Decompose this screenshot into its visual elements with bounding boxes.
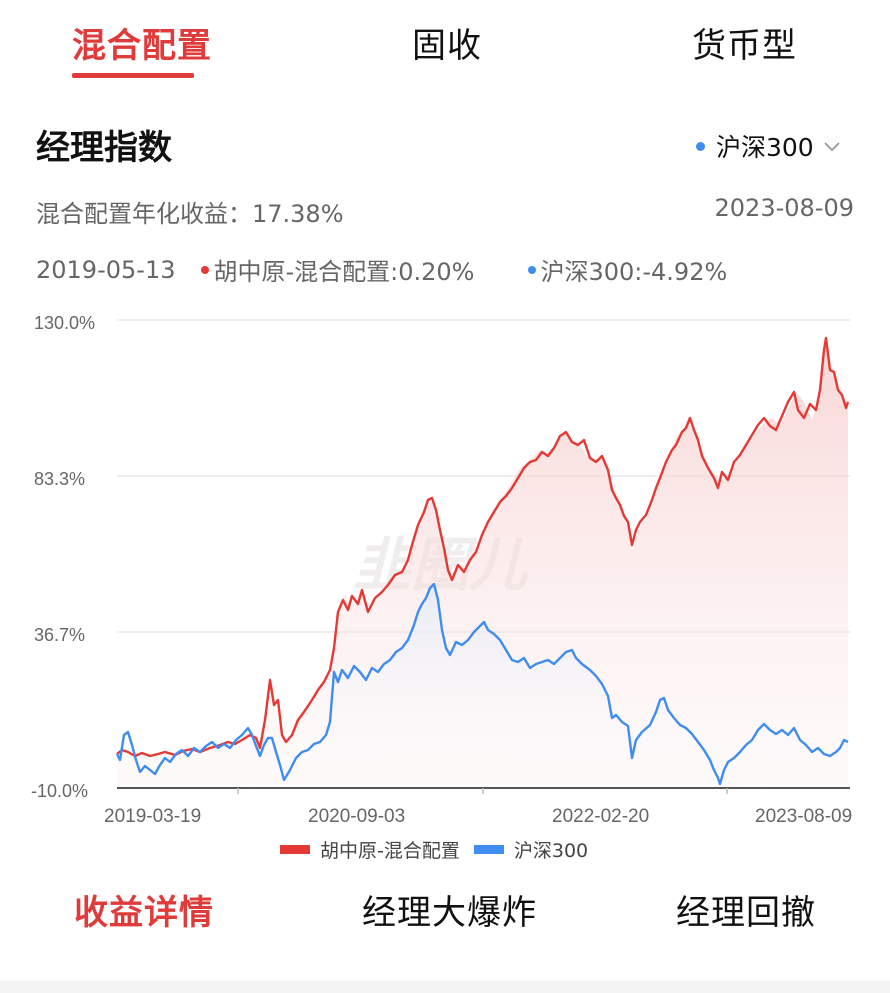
y-tick-label: 36.7% bbox=[34, 625, 86, 645]
bottom-tab-bar: 收益详情 经理大爆炸 经理回撤 bbox=[0, 885, 890, 945]
tab-manager-explosion[interactable]: 经理大爆炸 bbox=[362, 893, 537, 933]
tooltip-manager: 胡中原-混合配置:0.20% bbox=[201, 252, 474, 287]
active-tab-indicator bbox=[72, 73, 194, 78]
tab-return-details[interactable]: 收益详情 bbox=[74, 893, 214, 933]
tooltip-manager-value: 胡中原-混合配置:0.20% bbox=[213, 258, 475, 286]
section-title: 经理指数 bbox=[36, 128, 172, 168]
performance-chart[interactable]: 韭圈儿 130.0% 83.3% 36.7% -10.0% 2019-03-19… bbox=[0, 300, 890, 830]
tooltip-readout: 2019-05-13 胡中原-混合配置:0.20% 沪深300:-4.92% bbox=[36, 252, 727, 287]
legend-manager-label: 胡中原-混合配置 bbox=[320, 840, 460, 862]
top-tab-bar: 混合配置 固收 货币型 bbox=[0, 0, 890, 100]
manager-area-fill bbox=[117, 338, 848, 788]
tab-fixed-income[interactable]: 固收 bbox=[412, 26, 482, 66]
benchmark-label: 沪深300 bbox=[716, 133, 814, 162]
manager-line[interactable] bbox=[116, 336, 850, 758]
x-tick-label: 2020-09-03 bbox=[308, 806, 406, 827]
chart-legend: 胡中原-混合配置 沪深300 bbox=[280, 836, 602, 863]
chevron-down-icon bbox=[824, 142, 840, 152]
tab-hybrid-allocation[interactable]: 混合配置 bbox=[72, 26, 212, 66]
tooltip-date: 2019-05-13 bbox=[36, 255, 176, 284]
legend-benchmark[interactable]: 沪深300 bbox=[473, 836, 589, 863]
benchmark-area-fill bbox=[117, 585, 848, 788]
legend-manager[interactable]: 胡中原-混合配置 bbox=[280, 836, 460, 863]
y-tick-label: 130.0% bbox=[34, 313, 96, 333]
tab-money-market[interactable]: 货币型 bbox=[692, 26, 797, 66]
footer-divider bbox=[0, 981, 890, 993]
legend-blue-swatch-icon bbox=[473, 845, 504, 854]
tooltip-benchmark-value: 沪深300:-4.92% bbox=[540, 258, 728, 286]
benchmark-dropdown[interactable]: 沪深300 bbox=[696, 128, 840, 164]
benchmark-line[interactable] bbox=[115, 582, 849, 786]
legend-benchmark-label: 沪深300 bbox=[513, 840, 589, 862]
annualized-return: 混合配置年化收益：17.38% bbox=[36, 200, 344, 228]
tooltip-benchmark: 沪深300:-4.92% bbox=[528, 252, 727, 287]
y-tick-label: -10.0% bbox=[31, 781, 89, 801]
x-tick-label: 2022-02-20 bbox=[552, 806, 650, 827]
red-dot-icon bbox=[201, 265, 210, 274]
chart-plot[interactable]: 韭圈儿 bbox=[0, 300, 890, 830]
end-date: 2023-08-09 bbox=[714, 194, 854, 222]
tab-manager-drawdown[interactable]: 经理回撤 bbox=[676, 893, 816, 933]
x-tick-label: 2023-08-09 bbox=[755, 806, 853, 827]
y-tick-label: 83.3% bbox=[34, 469, 86, 489]
x-tick-label: 2019-03-19 bbox=[104, 806, 202, 827]
blue-dot-icon bbox=[528, 265, 537, 274]
benchmark-dot-icon bbox=[696, 141, 705, 151]
legend-red-swatch-icon bbox=[280, 845, 310, 854]
